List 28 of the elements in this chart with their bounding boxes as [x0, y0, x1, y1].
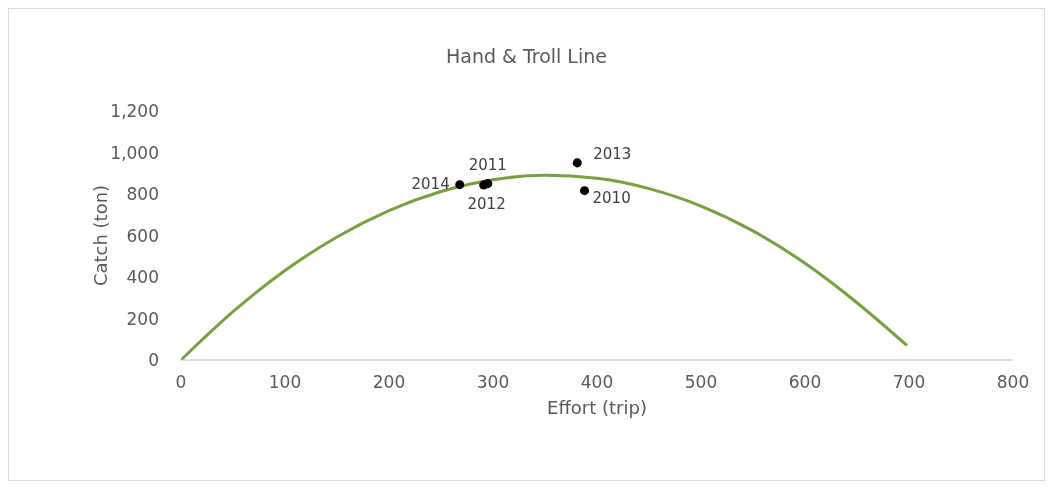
annotation: 2010 [592, 188, 631, 207]
annotation: 2011 [468, 155, 507, 174]
y-tick-label: 0 [148, 350, 159, 371]
y-axis-title: Catch (ton) [90, 184, 112, 287]
y-tick-label: 200 [126, 308, 159, 329]
x-tick-label: 200 [372, 372, 406, 393]
point [572, 158, 582, 168]
annotation: 2012 [467, 195, 506, 214]
y-tick-label: 1,200 [110, 101, 159, 122]
x-tick-label: 700 [892, 372, 926, 393]
x-tick-label: 800 [996, 372, 1030, 393]
point [455, 180, 465, 190]
x-tick-label: 0 [175, 372, 187, 393]
line-series [181, 173, 909, 360]
x-tick-label: 600 [788, 372, 822, 393]
x-tick-label: 100 [268, 372, 302, 393]
point [580, 186, 590, 196]
y-tick-label: 800 [126, 184, 159, 205]
x-tick-label: 400 [580, 372, 614, 393]
y-tick-label: 400 [126, 267, 159, 288]
y-tick-label: 1,000 [110, 142, 159, 163]
x-tick-label: 500 [684, 372, 718, 393]
x-tick-label: 300 [476, 372, 510, 393]
y-tick-label: 600 [126, 225, 159, 246]
x-axis-title: Effort (trip) [547, 397, 647, 418]
chart-title: Hand & Troll Line [445, 45, 608, 67]
annotation: 2013 [593, 144, 632, 163]
annotation: 2014 [411, 174, 450, 193]
